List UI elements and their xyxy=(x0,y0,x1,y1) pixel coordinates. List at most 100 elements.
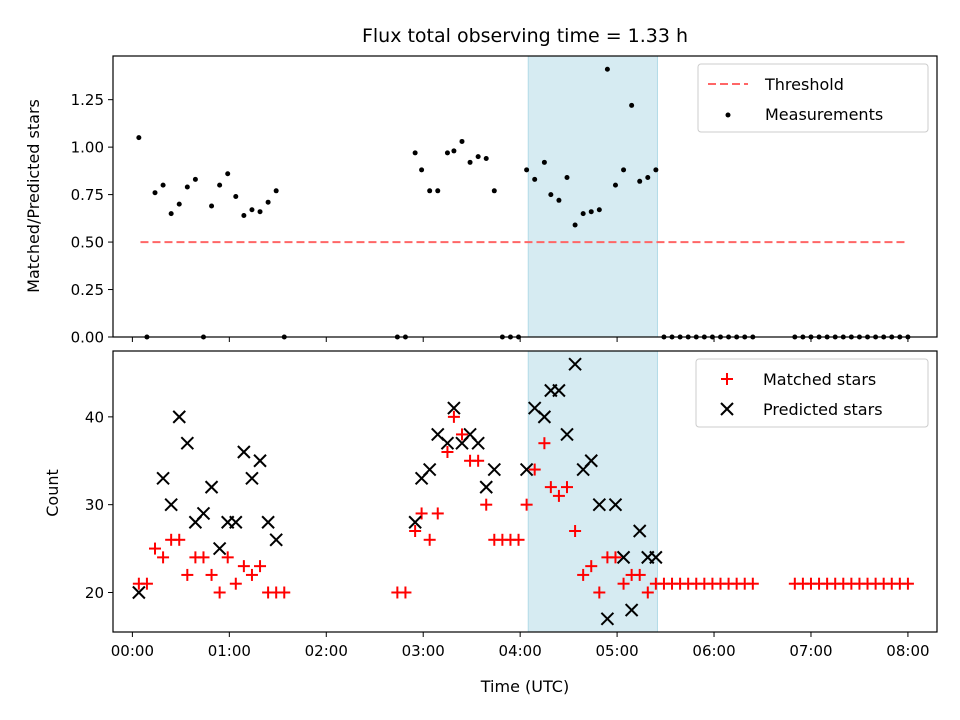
measurement-point xyxy=(184,184,190,190)
measurement-point xyxy=(435,188,441,194)
matched-point xyxy=(633,568,646,581)
predicted-point xyxy=(447,401,461,415)
matched-point xyxy=(520,498,533,511)
y-tick-label: 1.25 xyxy=(71,91,104,109)
predicted-point xyxy=(633,524,647,538)
measurement-point xyxy=(491,188,497,194)
predicted-point xyxy=(132,585,146,600)
predicted-point xyxy=(600,612,615,626)
predicted-point xyxy=(172,410,186,424)
matched-point xyxy=(746,577,759,590)
matched-point xyxy=(480,498,493,511)
measurement-point xyxy=(152,190,158,196)
predicted-point xyxy=(269,533,283,547)
matched-point xyxy=(423,533,436,546)
y-tick-label: 20 xyxy=(85,584,104,602)
measurement-point xyxy=(459,138,465,144)
measurement-point xyxy=(548,192,554,198)
predicted-point xyxy=(537,410,552,424)
matched-point xyxy=(512,533,525,546)
measurement-point xyxy=(556,197,562,203)
y-tick-label: 0.75 xyxy=(71,186,104,204)
predicted-point xyxy=(560,427,574,442)
predicted-point xyxy=(479,480,493,494)
predicted-point xyxy=(584,454,598,468)
predicted-point xyxy=(253,454,267,468)
matched-point xyxy=(221,551,234,564)
measurement-point xyxy=(532,176,538,182)
series-matched-stars xyxy=(132,410,914,599)
predicted-point xyxy=(624,603,639,617)
legend-matched-swatch xyxy=(721,373,733,385)
chart-title: Flux total observing time = 1.33 h xyxy=(362,25,688,47)
matched-point xyxy=(181,568,194,581)
legend-predicted-label: Predicted stars xyxy=(763,400,883,419)
matched-point xyxy=(552,489,565,502)
measurement-point xyxy=(604,66,610,72)
measurement-point xyxy=(136,135,142,141)
measurement-point xyxy=(192,176,198,182)
matched-point xyxy=(561,481,574,494)
measurement-point xyxy=(249,207,255,213)
y-tick-label: 0.25 xyxy=(71,281,104,299)
matched-point xyxy=(245,568,258,581)
measurement-point xyxy=(612,182,618,188)
measurement-point xyxy=(273,188,279,194)
top-y-axis-label: Matched/Predicted stars xyxy=(24,99,43,293)
marks-layer xyxy=(132,66,914,626)
predicted-point xyxy=(592,497,607,512)
measurement-point xyxy=(444,150,450,156)
y-tick-label: 30 xyxy=(85,496,104,514)
matched-point xyxy=(431,507,444,520)
predicted-point xyxy=(440,436,455,450)
predicted-point xyxy=(212,541,227,556)
predicted-point xyxy=(552,383,566,398)
predicted-point xyxy=(196,506,211,521)
axes-frame-panel-2 xyxy=(112,350,938,633)
y-tick-label: 0.50 xyxy=(71,234,104,252)
measurement-point xyxy=(412,150,418,156)
matched-point xyxy=(593,586,606,599)
matched-point xyxy=(213,586,226,599)
measurement-point xyxy=(588,209,594,215)
predicted-point xyxy=(245,471,259,486)
matched-point xyxy=(229,577,242,590)
measurement-point xyxy=(483,156,489,162)
measurement-point xyxy=(475,154,481,160)
matched-point xyxy=(455,428,468,441)
x-tick-label: 07:00 xyxy=(789,642,832,660)
measurement-point xyxy=(176,201,182,207)
axes-frames xyxy=(112,55,938,633)
measurement-point xyxy=(160,182,166,188)
bottom-legend: Matched stars Predicted stars xyxy=(695,358,929,428)
predicted-point xyxy=(237,445,251,459)
y-tick-label: 0.00 xyxy=(71,329,104,347)
shaded-span-layer xyxy=(527,55,658,633)
predicted-point xyxy=(422,462,437,477)
bottom-y-axis-label: Count xyxy=(43,469,62,517)
x-tick-label: 05:00 xyxy=(595,642,638,660)
measurement-point xyxy=(596,207,602,213)
measurement-point xyxy=(467,159,473,165)
predicted-point xyxy=(229,515,243,529)
x-tick-label: 03:00 xyxy=(402,642,445,660)
measurement-point xyxy=(168,211,174,217)
x-tick-label: 00:00 xyxy=(111,642,154,660)
matched-point xyxy=(173,533,186,546)
measurement-point xyxy=(572,222,578,228)
x-tick-label: 02:00 xyxy=(305,642,348,660)
legend-matched-label: Matched stars xyxy=(763,370,876,389)
series-predicted-stars xyxy=(132,357,663,626)
predicted-point xyxy=(164,497,178,512)
x-tick-label: 06:00 xyxy=(692,642,735,660)
measurement-point xyxy=(225,171,231,177)
matched-point xyxy=(577,568,590,581)
shaded-span-panel-1 xyxy=(527,55,658,338)
predicted-point xyxy=(261,515,275,529)
matched-point xyxy=(617,577,630,590)
measurement-point xyxy=(524,167,530,173)
predicted-point xyxy=(487,462,502,477)
predicted-point xyxy=(156,471,170,486)
measurement-point xyxy=(653,167,659,173)
